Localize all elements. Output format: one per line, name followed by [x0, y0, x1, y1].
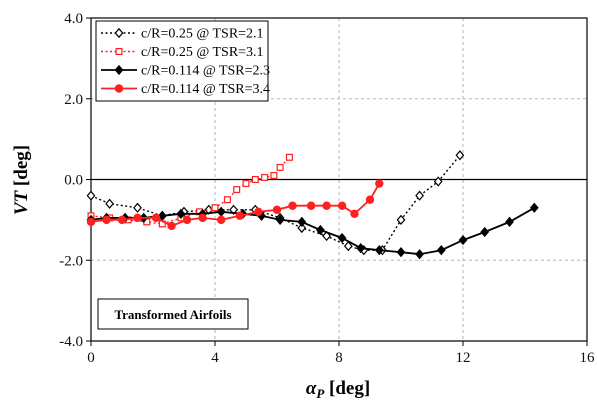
- data-point: [133, 213, 142, 223]
- series-group: [86, 150, 539, 260]
- data-point: [316, 224, 325, 236]
- x-axis-ticks: 0 4 8 12 16: [87, 341, 595, 366]
- data-point: [223, 196, 231, 204]
- data-point: [133, 202, 142, 213]
- y-tick-label: 0.0: [64, 173, 83, 189]
- y-tick-label: 2.0: [64, 92, 83, 108]
- data-point: [415, 249, 424, 260]
- data-point: [297, 216, 307, 228]
- data-point: [322, 201, 331, 210]
- legend: c/R=0.25 @ TSR=2.1 c/R=0.25 @ TSR=3.1 c/R=…: [95, 20, 270, 102]
- y-axis-ticks: 4.0 2.0 0.0 -2.0 -4.0: [59, 11, 91, 350]
- data-point: [86, 190, 96, 201]
- data-point: [458, 234, 468, 246]
- data-point: [297, 222, 307, 234]
- y-tick-label: 4.0: [64, 11, 83, 27]
- data-point: [396, 214, 406, 225]
- data-point: [102, 215, 111, 225]
- data-point: [374, 245, 384, 256]
- data-point: [254, 207, 263, 216]
- x-axis-title: αP [deg]: [306, 378, 370, 401]
- data-point: [117, 215, 127, 225]
- data-point: [261, 173, 269, 181]
- data-point: [182, 215, 192, 225]
- data-point: [396, 247, 406, 258]
- data-point: [455, 150, 465, 161]
- legend-marker: [114, 64, 124, 76]
- legend-item: c/R=0.114 @ TSR=3.4: [101, 82, 270, 97]
- data-point: [480, 226, 490, 238]
- legend-item: c/R=0.114 @ TSR=2.3: [101, 64, 270, 79]
- data-point: [337, 232, 347, 244]
- data-point: [242, 180, 250, 188]
- data-point: [275, 214, 285, 225]
- annotation-box: [97, 298, 249, 330]
- data-point: [375, 179, 384, 188]
- data-point: [288, 201, 297, 210]
- y-axis-title-main: VT: [11, 189, 32, 215]
- legend-marker: [115, 47, 123, 55]
- data-point: [529, 202, 539, 213]
- data-point: [86, 217, 96, 227]
- x-tick-label: 0: [87, 350, 95, 366]
- data-point: [235, 211, 244, 221]
- data-point: [233, 186, 241, 194]
- grid: [91, 18, 587, 341]
- data-point: [167, 221, 176, 231]
- data-point: [436, 245, 446, 256]
- series-line: [90, 154, 461, 251]
- x-tick-label: 16: [580, 350, 596, 366]
- data-point: [343, 240, 353, 252]
- y-axis-title-unit: [deg]: [11, 145, 32, 191]
- data-point: [306, 201, 316, 210]
- annotation-text: Transformed Airfoils: [114, 307, 231, 322]
- legend-marker: [114, 84, 124, 93]
- x-tick-label: 4: [211, 350, 219, 366]
- x-axis-title-sub: P: [316, 386, 325, 401]
- data-point: [272, 205, 282, 214]
- legend-item: c/R=0.25 @ TSR=3.1: [101, 45, 264, 60]
- x-tick-label: 12: [456, 350, 471, 366]
- data-point: [251, 176, 259, 184]
- data-point: [337, 201, 347, 210]
- series-4: [86, 179, 384, 231]
- data-point: [276, 163, 284, 171]
- data-point: [356, 243, 366, 254]
- data-point: [350, 209, 359, 219]
- data-point: [216, 215, 226, 225]
- data-point: [505, 216, 514, 228]
- data-point: [157, 210, 167, 221]
- x-axis-title-main: α: [306, 378, 317, 399]
- data-point: [322, 230, 331, 242]
- legend-label: c/R=0.114 @ TSR=2.3: [141, 64, 270, 79]
- data-point: [151, 213, 161, 223]
- data-point: [365, 195, 375, 204]
- data-point: [176, 208, 186, 219]
- y-tick-label: -4.0: [59, 334, 83, 350]
- legend-label: c/R=0.25 @ TSR=3.1: [141, 45, 264, 60]
- legend-item: c/R=0.25 @ TSR=2.1: [101, 27, 264, 42]
- legend-marker: [114, 27, 124, 39]
- y-axis-title: VT [deg]: [11, 145, 32, 215]
- x-tick-label: 8: [335, 350, 343, 366]
- annotation: Transformed Airfoils: [97, 298, 249, 330]
- data-point: [270, 171, 278, 179]
- legend-label: c/R=0.25 @ TSR=2.1: [141, 27, 264, 42]
- data-point: [285, 153, 293, 161]
- data-point: [211, 204, 219, 212]
- data-point: [198, 213, 207, 223]
- data-point: [433, 176, 443, 187]
- x-axis-title-unit: [deg]: [324, 378, 370, 399]
- data-point: [415, 190, 424, 201]
- data-point: [105, 198, 114, 209]
- legend-label: c/R=0.114 @ TSR=3.4: [141, 82, 270, 97]
- y-tick-label: -2.0: [59, 253, 83, 269]
